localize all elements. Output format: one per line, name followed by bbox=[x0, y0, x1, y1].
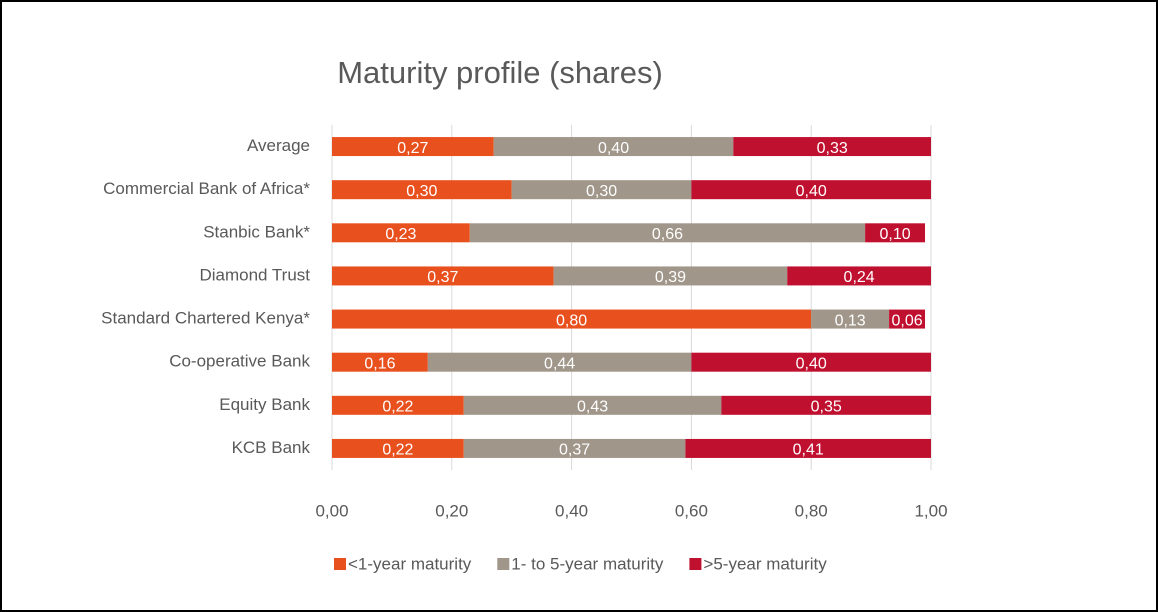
value-label: 0,39 bbox=[655, 269, 686, 286]
bar-segment bbox=[811, 309, 890, 329]
value-label: 0,22 bbox=[382, 442, 413, 459]
value-label: 0,06 bbox=[891, 312, 922, 329]
value-label: 0,13 bbox=[835, 312, 866, 329]
bar-segment bbox=[463, 395, 722, 415]
bar-segment bbox=[427, 352, 692, 372]
bar-segment bbox=[685, 438, 931, 458]
y-tick-label: Co-operative Bank bbox=[169, 352, 310, 371]
x-tick-label: 0,00 bbox=[315, 501, 348, 520]
y-tick-label: Standard Chartered Kenya* bbox=[101, 309, 310, 328]
legend-swatch bbox=[497, 558, 510, 570]
bar-segment bbox=[691, 352, 931, 372]
value-label: 0,24 bbox=[844, 269, 875, 286]
value-label: 0,40 bbox=[796, 183, 827, 200]
chart-title: Maturity profile (shares) bbox=[337, 55, 663, 90]
legend-label: >5-year maturity bbox=[703, 554, 827, 573]
value-label: 0,10 bbox=[879, 226, 910, 243]
x-tick-label: 0,80 bbox=[795, 501, 828, 520]
value-label: 0,43 bbox=[577, 399, 608, 416]
bar-segment bbox=[332, 395, 464, 415]
bar-segment bbox=[332, 223, 470, 243]
bar-segment bbox=[332, 266, 554, 286]
y-tick-label: Equity Bank bbox=[219, 395, 310, 414]
bar-segment bbox=[332, 438, 464, 458]
bar-segment bbox=[493, 137, 734, 157]
bar-segment bbox=[332, 352, 428, 372]
value-label: 0,41 bbox=[793, 442, 824, 459]
y-tick-label: Stanbic Bank* bbox=[203, 222, 310, 241]
legend-label: <1-year maturity bbox=[348, 554, 472, 573]
y-tick-label: Diamond Trust bbox=[199, 265, 310, 284]
y-tick-label: Average bbox=[247, 136, 310, 155]
legend-swatch bbox=[334, 558, 346, 570]
y-tick-label: KCB Bank bbox=[232, 438, 311, 457]
value-label: 0,40 bbox=[796, 355, 827, 372]
bar-segment bbox=[733, 137, 931, 157]
value-label: 0,44 bbox=[544, 355, 575, 372]
bar-segment bbox=[865, 223, 926, 243]
bar-segment bbox=[332, 309, 812, 329]
value-label: 0,35 bbox=[811, 399, 842, 416]
bar-segment bbox=[721, 395, 931, 415]
bar-segment bbox=[511, 180, 692, 200]
value-label: 0,40 bbox=[598, 140, 629, 157]
legend-label: 1- to 5-year maturity bbox=[511, 554, 664, 573]
bar-segment bbox=[463, 438, 686, 458]
value-label: 0,16 bbox=[364, 355, 395, 372]
x-tick-label: 0,20 bbox=[435, 501, 468, 520]
value-label: 0,37 bbox=[427, 269, 458, 286]
value-label: 0,22 bbox=[382, 399, 413, 416]
y-tick-label: Commercial Bank of Africa* bbox=[103, 179, 310, 198]
value-label: 0,37 bbox=[559, 442, 590, 459]
bars bbox=[332, 137, 931, 458]
value-label: 0,30 bbox=[406, 183, 437, 200]
x-tick-label: 1,00 bbox=[914, 501, 947, 520]
bar-segment bbox=[469, 223, 866, 243]
value-label: 0,80 bbox=[556, 312, 587, 329]
x-tick-label: 0,60 bbox=[675, 501, 708, 520]
legend-swatch bbox=[689, 558, 702, 570]
bar-segment bbox=[553, 266, 788, 286]
bar-segment bbox=[332, 180, 512, 200]
bar-segment bbox=[787, 266, 931, 286]
bar-segment bbox=[332, 137, 494, 157]
bar-segment bbox=[691, 180, 931, 200]
value-label: 0,66 bbox=[652, 226, 683, 243]
value-label: 0,30 bbox=[586, 183, 617, 200]
value-label: 0,23 bbox=[385, 226, 416, 243]
bar-segment bbox=[889, 309, 926, 329]
value-label: 0,27 bbox=[397, 140, 428, 157]
value-label: 0,33 bbox=[817, 140, 848, 157]
x-tick-label: 0,40 bbox=[555, 501, 588, 520]
